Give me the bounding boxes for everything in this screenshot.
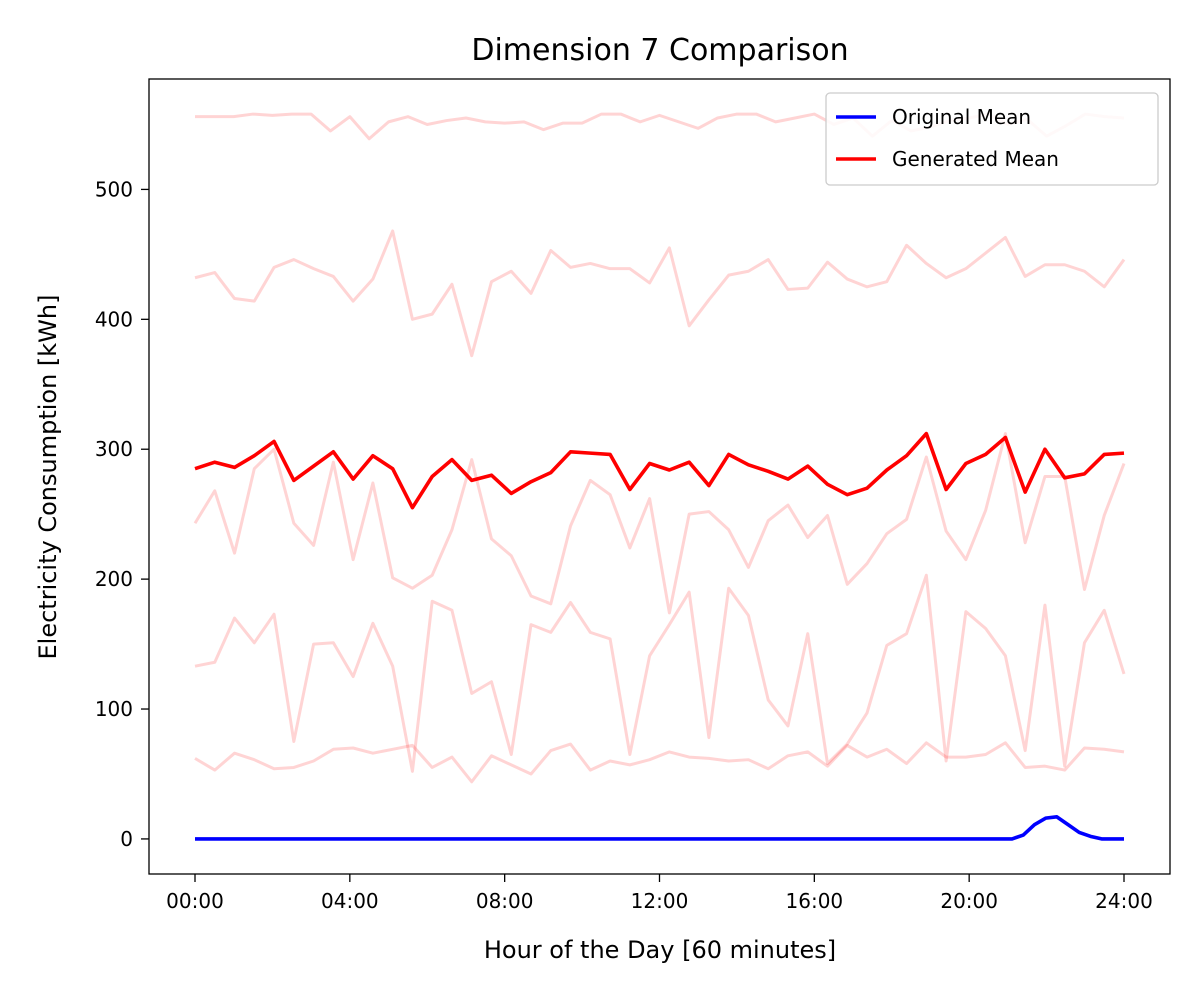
- legend-box: [825, 92, 1159, 186]
- x-tick-label: 16:00: [786, 889, 844, 913]
- y-tick-label: 200: [95, 567, 133, 591]
- x-tick-label: 08:00: [476, 889, 534, 913]
- y-axis: 0 100 200 300 400 500: [95, 177, 149, 851]
- sample-line-4: [194, 573, 1126, 773]
- y-tick-label: 300: [95, 437, 133, 461]
- generated-mean-line: [194, 431, 1125, 510]
- legend: Original Mean Generated Mean: [825, 92, 1159, 186]
- x-tick-label: 24:00: [1095, 889, 1153, 913]
- chart-title: Dimension 7 Comparison: [471, 33, 848, 68]
- original-mean-line: [195, 815, 1124, 841]
- x-axis: 00:00 04:00 08:00 12:00 16:00 20:00 24:00: [166, 874, 1153, 913]
- y-tick-label: 0: [120, 827, 133, 851]
- sample-line-3: [193, 432, 1126, 615]
- y-tick-label: 100: [95, 697, 133, 721]
- x-tick-label: 20:00: [940, 889, 998, 913]
- y-axis-title: Electricity Consumption [kWh]: [34, 295, 62, 660]
- x-tick-label: 04:00: [321, 889, 379, 913]
- sample-line-2: [194, 229, 1126, 358]
- legend-label-original: Original Mean: [892, 105, 1031, 129]
- x-tick-label: 12:00: [631, 889, 689, 913]
- x-tick-label: 00:00: [166, 889, 224, 913]
- legend-label-generated: Generated Mean: [892, 147, 1059, 171]
- y-tick-label: 500: [95, 177, 133, 201]
- mean-lines: [194, 431, 1125, 841]
- x-axis-title: Hour of the Day [60 minutes]: [484, 936, 836, 964]
- y-tick-label: 400: [95, 307, 133, 331]
- sample-line-5: [194, 741, 1125, 784]
